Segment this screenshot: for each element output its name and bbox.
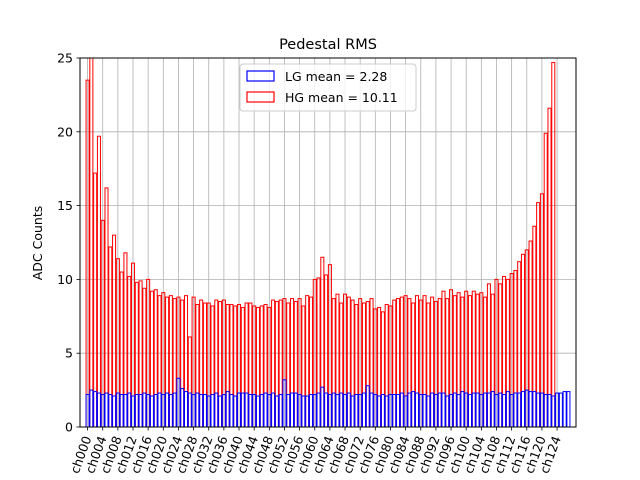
grid — [80, 57, 576, 428]
plot-frame — [79, 57, 577, 428]
y-tick-label: 5 — [65, 346, 73, 361]
x-axis-ticks: ch000ch004ch008ch012ch016ch020ch024ch028… — [67, 427, 564, 475]
legend-label-hg: HG mean = 10.11 — [285, 90, 398, 105]
y-tick-label: 15 — [57, 198, 73, 213]
legend-swatch-hg — [246, 91, 275, 103]
chart-title: Pedestal RMS — [279, 37, 377, 53]
legend-label-lg: LG mean = 2.28 — [285, 69, 387, 84]
legend-swatch-lg — [246, 70, 275, 82]
legend: LG mean = 2.28 HG mean = 10.11 — [239, 63, 417, 112]
y-axis-ticks: 0 5 10 15 20 25 — [57, 51, 80, 435]
y-tick-label: 25 — [57, 51, 73, 66]
legend-box — [239, 63, 417, 112]
y-tick-label: 0 — [65, 420, 73, 435]
y-tick-label: 20 — [57, 124, 73, 139]
y-tick-label: 10 — [57, 272, 73, 287]
y-axis-label: ADC Counts — [30, 206, 45, 281]
